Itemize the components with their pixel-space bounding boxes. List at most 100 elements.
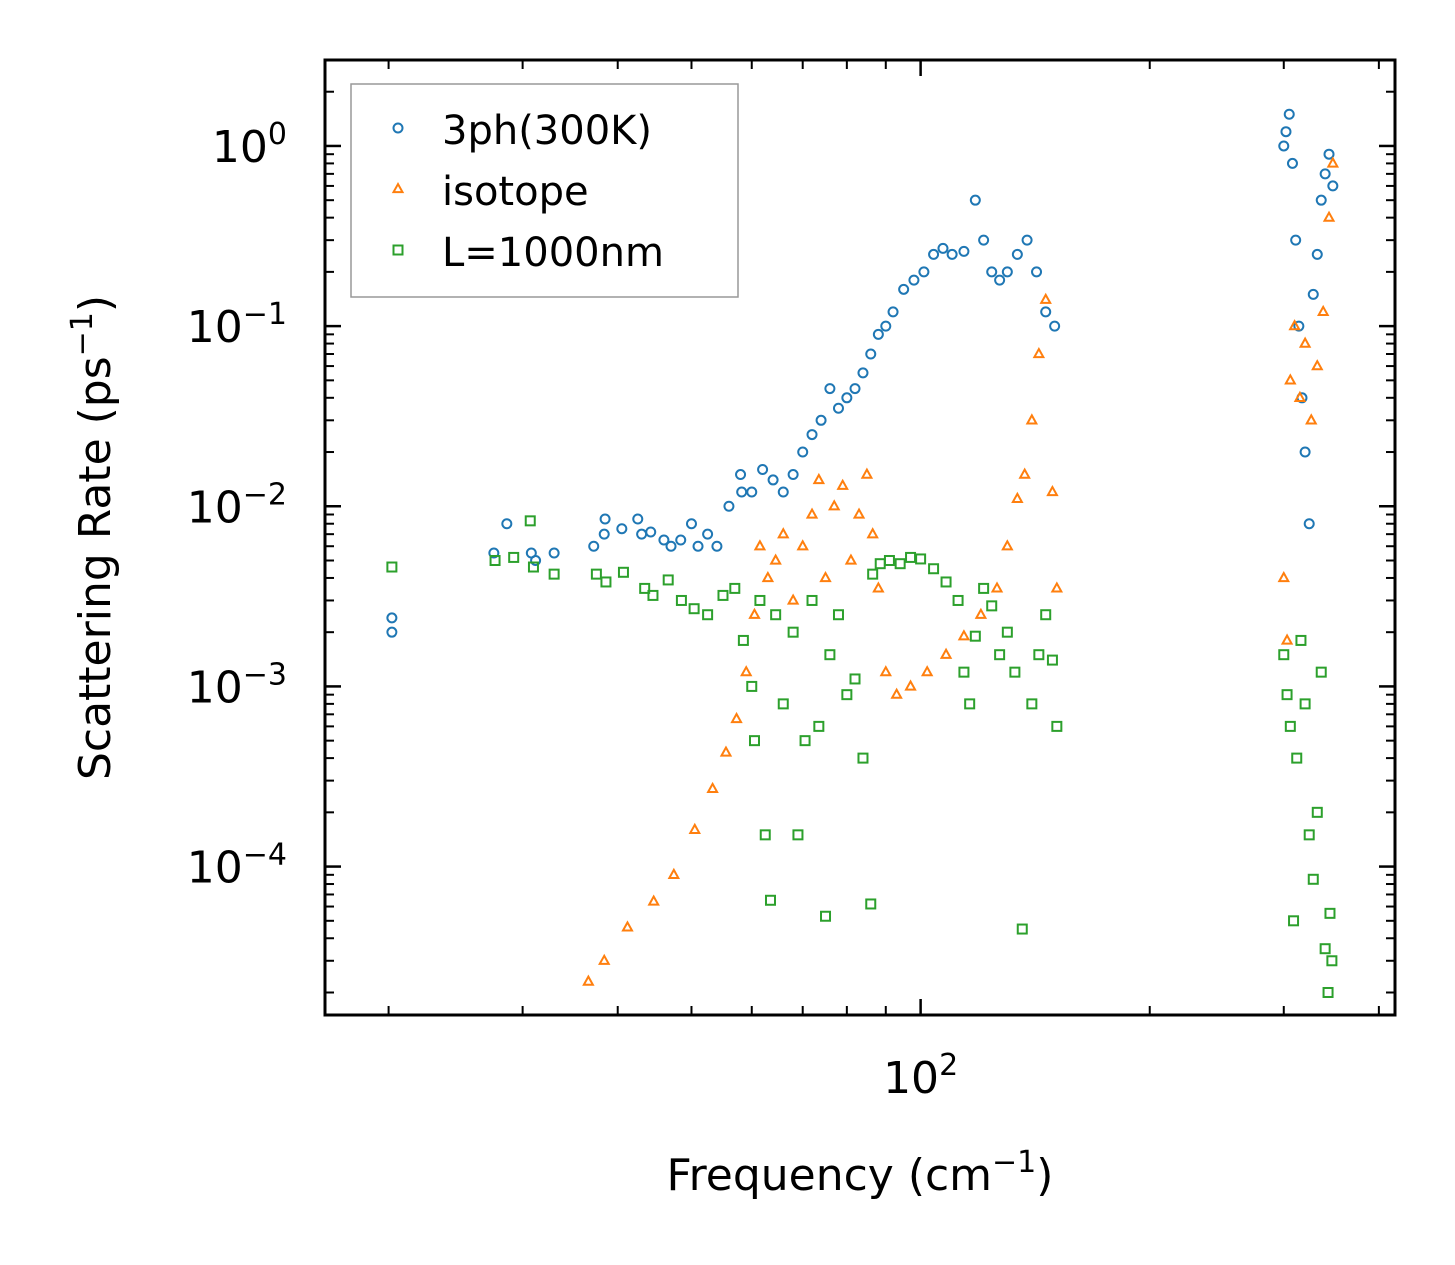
data-point [1033,649,1045,661]
data-point [386,612,398,624]
data-point [1001,626,1013,638]
data-point [832,609,844,621]
data-point [1001,266,1013,278]
data-point [658,534,670,546]
data-point [964,698,976,710]
data-point [524,515,536,527]
data-point [908,274,920,286]
data-point [527,561,539,573]
data-point [857,752,869,764]
data-point [1046,484,1059,497]
x-tick-base: 10 [883,1053,939,1104]
data-point [711,540,723,552]
x-axis-title: Frequency (cm−1) [667,1145,1054,1201]
y-tick-label: 100 [212,117,287,173]
data-point [717,589,729,601]
data-point [508,551,520,563]
data-point [489,554,501,566]
y-tick-label: 10−2 [187,477,287,533]
data-point [647,894,660,906]
data-point [844,553,858,565]
data-point [599,513,611,525]
data-point [787,626,799,638]
data-point [824,383,836,395]
plot-area [386,108,1340,998]
data-point [958,666,970,678]
y-tick-exp: 0 [268,117,287,152]
data-point [777,698,789,710]
data-point [1277,570,1290,583]
data-point [754,594,766,606]
data-point [792,829,804,841]
data-point [836,478,849,490]
data-point [1032,347,1046,359]
data-point [815,414,827,426]
data-point [1050,581,1064,593]
data-point [828,499,841,511]
y-tick-label: 10−3 [187,657,287,713]
data-point [860,467,874,479]
data-point [1280,633,1294,645]
data-point [813,720,825,732]
data-point [1016,923,1028,935]
data-point [874,558,886,570]
data-point [1290,234,1302,246]
data-point [1307,288,1319,300]
data-point [898,283,910,295]
data-point [894,558,906,570]
data-point [757,463,769,475]
data-point [645,526,657,538]
data-point [1021,234,1033,246]
data-point [1278,649,1290,661]
x-axis-title-sup: −1 [992,1145,1036,1180]
data-point [675,594,687,606]
data-point [872,581,885,593]
data-point [730,711,743,724]
data-point [748,735,760,747]
data-point [1011,248,1023,260]
legend-label: 3ph(300K) [442,108,652,154]
data-point [1040,306,1052,318]
data-point [1281,689,1293,701]
data-point [986,600,998,612]
data-point [753,539,767,551]
data-point [978,582,990,594]
data-point [928,248,940,260]
data-point [887,306,899,318]
data-point [735,469,747,481]
axes-frame [323,58,1397,1017]
data-point [915,553,927,565]
data-point [702,609,714,621]
legend: 3ph(300K) isotope L=1000nm [350,83,739,298]
series-0 [386,108,1339,638]
data-point [1303,518,1315,530]
data-point [880,320,892,332]
data-point [1039,292,1052,304]
data-point [937,242,949,254]
data-point [1046,654,1058,666]
data-point [702,528,714,540]
data-point [1009,666,1021,678]
data-point [632,513,644,525]
y-tick-exp: −3 [243,657,287,692]
data-point [665,540,677,552]
data-point [598,528,610,540]
data-point [548,547,560,559]
data-point [706,781,719,794]
data-point [1049,320,1061,332]
data-point [1305,413,1318,425]
data-point [905,551,917,563]
data-point [386,626,398,638]
data-point [1288,915,1300,927]
y-tick-base: 10 [187,482,243,533]
data-point [723,500,735,512]
data-point [582,974,595,986]
data-point [590,568,602,580]
data-point [1295,634,1307,646]
y-tick-label: 10−1 [187,297,287,353]
data-point [820,910,832,922]
data-point [1311,806,1323,818]
data-point [777,527,790,539]
data-point [1311,359,1324,371]
